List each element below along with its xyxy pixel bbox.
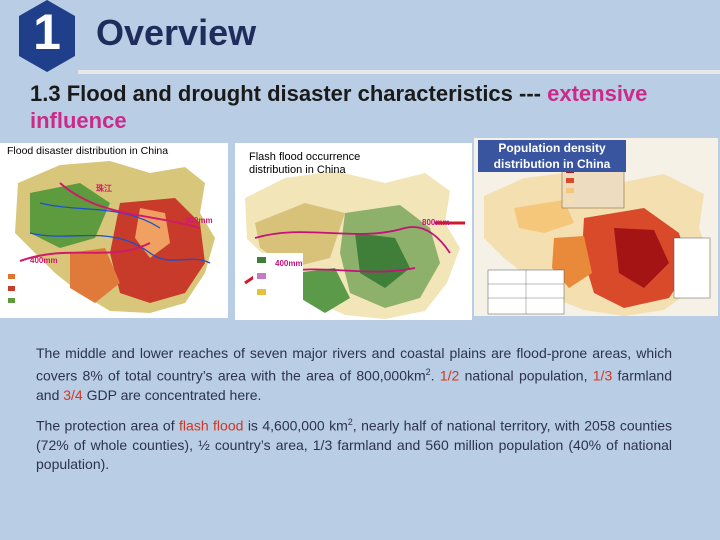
flood-map-label-900mm: 900mm <box>185 216 213 225</box>
population-map-caption: Population density distribution in China <box>478 140 626 172</box>
paragraph-flood-prone-areas: The middle and lower reaches of seven ma… <box>36 344 672 405</box>
flash-flood-map-image <box>244 171 465 319</box>
flash-flood-map-panel: Flash flood occurrence distribution in C… <box>235 143 472 320</box>
population-map-caption-line2: distribution in China <box>493 157 611 171</box>
flash-flood-map-caption-line2: distribution in China <box>249 164 346 176</box>
flood-map-label-400mm: 400mm <box>30 256 58 265</box>
p1-fraction-population: 1/2 <box>439 367 460 384</box>
flood-map-panel: Flood disaster distribution in China 900… <box>0 143 228 318</box>
p1-text-4: farmland and <box>36 367 672 403</box>
section-number: 1 <box>33 4 61 60</box>
p1-text-3: national population, <box>459 367 593 384</box>
p1-fraction-farmland: 1/3 <box>592 367 613 384</box>
population-map-panel: Population density distribution in China <box>474 138 718 316</box>
p1-fraction-gdp: 3/4 <box>63 386 83 403</box>
p1-text-1: The middle and lower reaches of seven ma… <box>36 345 672 384</box>
p1-superscript: 2 <box>425 367 431 377</box>
p1-text-2: . <box>430 367 440 384</box>
flash-flood-map-label-800mm: 800mm <box>422 218 450 227</box>
p2-flash-flood-term: flash flood <box>179 417 244 434</box>
section-subtitle: 1.3 Flood and drought disaster character… <box>30 80 710 134</box>
flash-flood-map-label-400mm: 400mm <box>275 259 303 268</box>
p2-text-3: , nearly half of national territory, wit… <box>36 417 672 472</box>
population-map-caption-line1: Population density <box>498 141 606 155</box>
flash-flood-map-caption-line1: Flash flood occurrence <box>249 151 361 163</box>
p2-text-1: The protection area of <box>36 417 180 434</box>
flood-map-caption: Flood disaster distribution in China <box>7 145 169 157</box>
subtitle-highlight: extensive influence <box>30 81 648 133</box>
paragraph-flash-flood-protection: The protection area of flash flood is 4,… <box>36 413 672 474</box>
p2-superscript: 2 <box>347 417 353 427</box>
p1-text-5: GDP are concentrated here. <box>82 386 262 403</box>
title-divider <box>78 70 720 74</box>
subtitle-main: 1.3 Flood and drought disaster character… <box>30 81 548 106</box>
flood-map-image <box>6 161 215 315</box>
page-title: Overview <box>96 12 257 53</box>
section-number-badge <box>19 0 75 72</box>
flood-map-label-river: 珠江 <box>96 184 112 193</box>
p2-text-2: is 4,600,000 km <box>243 417 348 434</box>
